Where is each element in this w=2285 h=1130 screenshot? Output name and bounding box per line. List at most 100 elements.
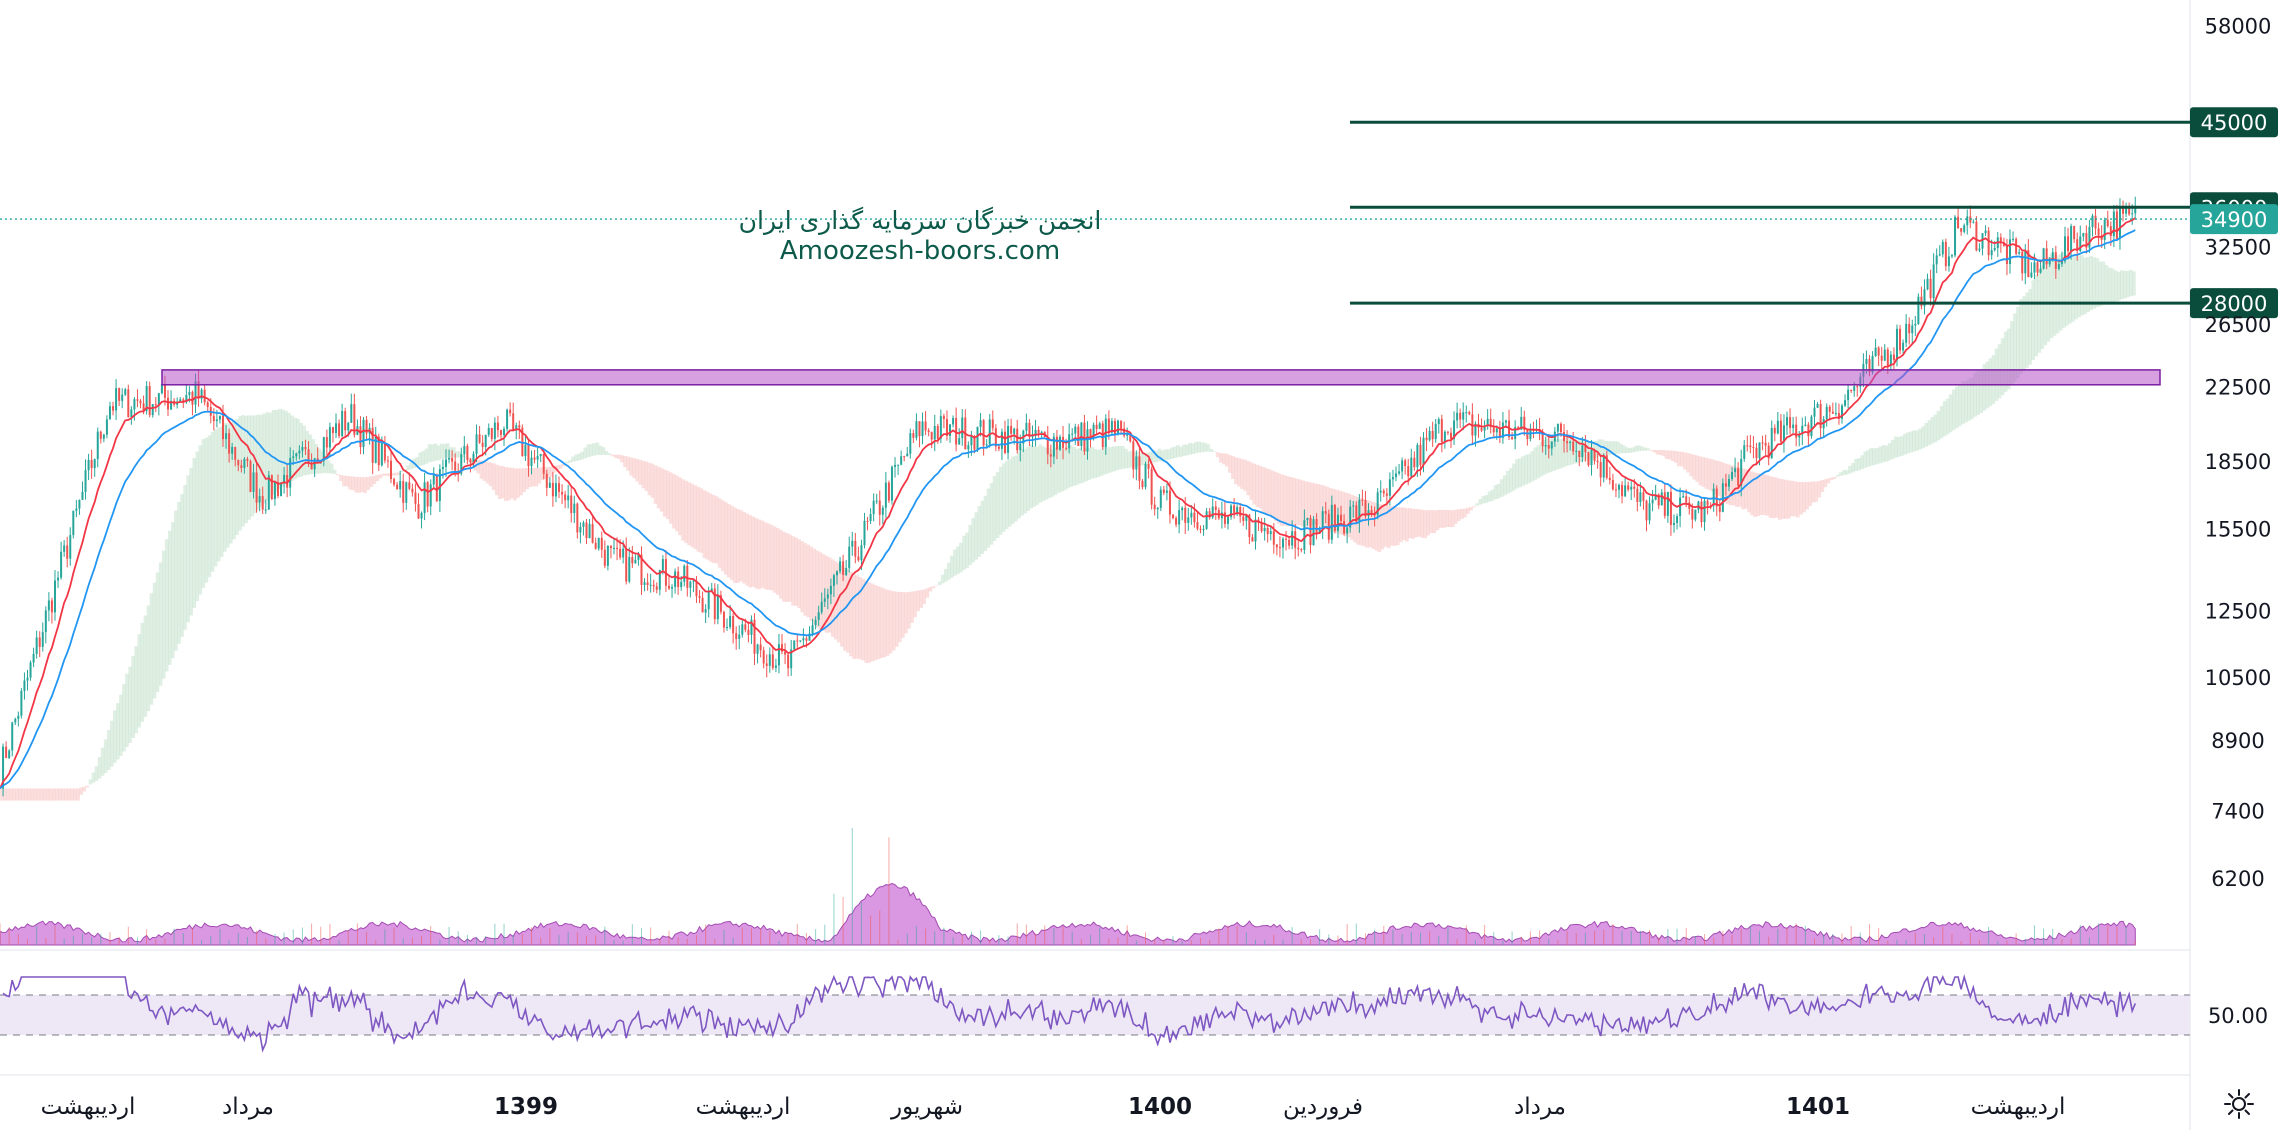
candle-body [331,427,334,434]
cloud-segment [1053,448,1058,495]
candle-body [283,474,286,483]
cloud-segment [568,460,572,463]
cloud-segment [103,739,108,774]
cloud-segment [980,500,985,554]
cloud-segment [1072,446,1076,486]
candle-body [1129,434,1132,442]
cloud-segment [256,414,261,510]
candle-body [777,644,780,666]
cloud-segment [1420,509,1424,538]
cloud-segment [1527,454,1531,484]
candle-body [915,421,918,438]
cloud-segment [2040,265,2045,350]
cloud-segment [1396,507,1400,546]
candle-body [576,503,579,533]
candle-body [2039,268,2042,273]
candle-body [512,413,515,430]
candle-body [826,594,829,599]
cloud-segment [864,580,869,663]
cloud-segment [879,587,884,659]
cloud-segment [1698,456,1702,486]
candle-body [866,520,869,522]
candle-body [1144,463,1147,488]
cloud-segment [617,454,621,459]
candle-body [1624,485,1627,497]
cloud-segment [876,586,881,660]
candle-body [726,627,729,629]
cloud-segment [711,494,716,563]
candle-body [1266,527,1269,535]
cloud-segment [357,477,361,493]
cloud-segment [1386,505,1391,549]
cloud-segment [442,443,447,459]
cloud-segment [82,786,87,792]
cloud-segment [1673,451,1678,463]
candle-body [289,457,292,488]
cloud-segment [852,573,856,660]
candle-body [1391,477,1394,480]
cloud-segment [1090,446,1095,479]
cloud-segment [702,490,707,559]
cloud-segment [1982,364,1987,411]
candle-body [99,431,102,439]
candle-body [1425,437,1428,441]
cloud-segment [772,526,777,593]
candle-body [1724,483,1727,487]
candle-body [991,419,994,429]
cloud-segment [2016,306,2020,379]
resistance-zone [161,369,2161,386]
candle-body [2,746,5,789]
candle-body [286,474,289,488]
gear-icon[interactable] [2222,1087,2256,1121]
candle-body [784,651,787,655]
candle-body [1089,429,1092,439]
cloud-segment [2123,270,2127,299]
moving-averages [0,217,2136,790]
cloud-segment [1762,474,1767,515]
cloud-segment [1628,448,1632,453]
candle-body [842,561,845,575]
cloud-segment [723,502,728,575]
candle-body [1578,450,1581,457]
candle-body [234,446,237,460]
cloud-segment [27,788,32,801]
cloud-segment [1466,507,1470,514]
candle-body [1584,445,1587,453]
candle-body [1749,445,1752,448]
candle-body [1010,425,1013,434]
cloud-segment [559,464,563,469]
candle-body [799,640,802,642]
candle-body [5,746,8,759]
candle-body [1453,420,1456,440]
candle-body [985,444,988,446]
candle-body [1413,457,1416,468]
candle-body [188,391,191,396]
candle-body [63,545,66,552]
cloud-segment [855,575,859,659]
candle-body [212,415,215,422]
candle-body [2103,219,2106,240]
cloud-segment [1695,455,1699,482]
cloud-segment [339,474,343,482]
cloud-segment [1759,473,1764,515]
candle-body [1098,423,1101,429]
cloud-segment [1224,453,1229,467]
cloud-segment [586,444,591,458]
cloud-segment [1341,491,1345,535]
cloud-segment [1646,448,1651,451]
cloud-segment [1869,448,1874,466]
cloud-segment [565,461,569,464]
cloud-segment [1154,450,1159,463]
cloud-segment [1316,484,1321,526]
candle-body [1120,420,1123,429]
candle-body [2109,226,2112,237]
candle-body [496,422,499,431]
cloud-segment [962,535,966,570]
cloud-segment [125,673,129,747]
candle-body [1993,248,1996,251]
cloud-segment [635,458,639,482]
cloud-segment [946,562,951,580]
candle-body [2079,236,2082,251]
cloud-segment [400,471,404,472]
